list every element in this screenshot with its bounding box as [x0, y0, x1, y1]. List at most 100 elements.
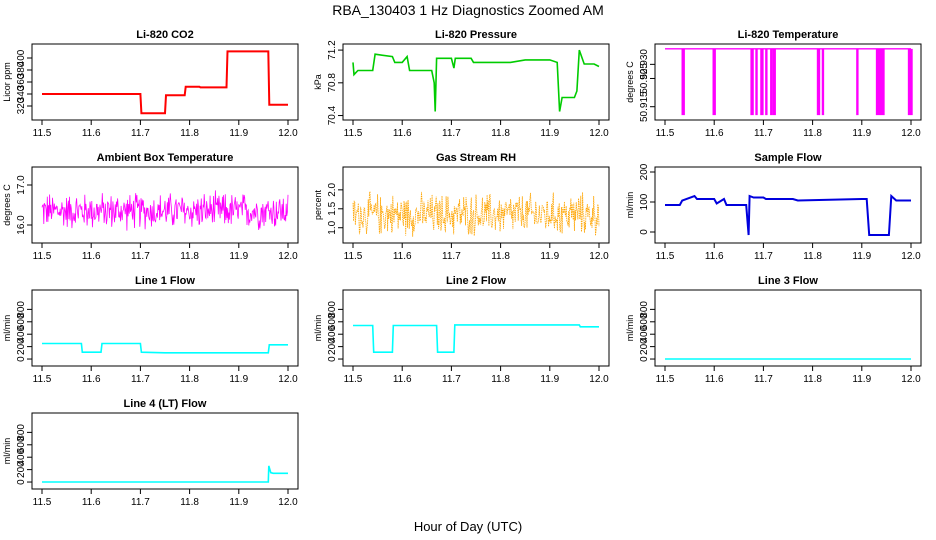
- plot-frame: [654, 43, 922, 121]
- figure-xlabel: Hour of Day (UTC): [414, 519, 522, 534]
- y-tick-label: 800: [16, 301, 27, 318]
- series-line: [42, 465, 288, 483]
- x-tick-label: 11.9: [852, 374, 871, 385]
- y-tick-label: 380: [16, 61, 27, 78]
- x-tick-label: 11.8: [803, 128, 822, 139]
- y-tick-label: 1.5: [327, 201, 338, 215]
- x-tick-label: 11.6: [82, 128, 101, 139]
- panel-title: Line 1 Flow: [135, 275, 195, 287]
- panel-ambient: Ambient Box Temperature degrees C 11.5 11.6…: [2, 152, 299, 262]
- x-tick-label: 11.9: [540, 374, 559, 385]
- y-tick-label: 16.0: [16, 215, 27, 235]
- y-tick-label: 600: [639, 313, 650, 330]
- x-tick-label: 11.8: [491, 128, 510, 139]
- y-tick-label: 340: [16, 85, 27, 102]
- x-tick-label: 11.9: [229, 251, 248, 262]
- panel-line2: Line 2 Flow ml/min 11.5 11.6 11.7 11.8 11.9 12.…: [313, 275, 610, 385]
- y-tick-label: 200: [639, 338, 650, 355]
- panel-co2: Li-820 CO2 Licor ppm 11.5 11.6 11.7 11.8 11.9 1…: [2, 29, 299, 139]
- x-tick-label: 11.7: [131, 128, 150, 139]
- x-tick-label: 11.5: [656, 128, 675, 139]
- series-line: [41, 190, 289, 231]
- plot-frame: [31, 289, 299, 367]
- y-tick-label: 200: [327, 338, 338, 355]
- x-tick-label: 11.7: [442, 128, 461, 139]
- x-tick-label: 11.7: [754, 251, 773, 262]
- plot-frame: [342, 166, 610, 244]
- y-tick-label: 50.915: [639, 91, 650, 122]
- x-tick-label: 11.9: [229, 128, 248, 139]
- y-axis-label: ml/min: [625, 192, 635, 219]
- x-tick-label: 11.5: [33, 251, 52, 262]
- y-axis-label: ml/min: [625, 315, 635, 342]
- series-line: [42, 342, 288, 354]
- x-tick-label: 11.8: [180, 374, 199, 385]
- x-tick-label: 11.7: [442, 251, 461, 262]
- panel-sample: Sample Flow ml/min 11.5 11.6 11.7 11.8 11.9 12.…: [625, 152, 922, 262]
- x-tick-label: 11.9: [852, 251, 871, 262]
- panel-line4: Line 4 (LT) Flow ml/min 11.5 11.6 11.7 11.8 11…: [2, 398, 299, 508]
- y-tick-label: 400: [16, 49, 27, 66]
- y-axis-label: ml/min: [2, 438, 12, 465]
- y-tick-label: 50.930: [639, 49, 650, 80]
- x-tick-label: 12.0: [589, 374, 609, 385]
- x-tick-label: 11.8: [180, 497, 199, 508]
- panel-pressure: Li-820 Pressure kPa 11.5 11.6 11.7 11.8 11.9 12…: [313, 29, 610, 139]
- x-tick-label: 12.0: [901, 128, 921, 139]
- x-tick-label: 11.5: [33, 374, 52, 385]
- x-tick-label: 11.6: [393, 251, 412, 262]
- plot-frame: [654, 166, 922, 244]
- y-tick-label: 320: [16, 97, 27, 114]
- plot-frame: [342, 289, 610, 367]
- x-tick-label: 12.0: [589, 128, 609, 139]
- x-tick-label: 12.0: [589, 251, 609, 262]
- x-tick-label: 11.5: [344, 128, 363, 139]
- y-tick-label: 800: [639, 301, 650, 318]
- panel-title: Gas Stream RH: [436, 152, 516, 164]
- y-tick-label: 360: [16, 73, 27, 90]
- plot-frame: [654, 289, 922, 367]
- x-tick-label: 11.9: [229, 497, 248, 508]
- figure-title: RBA_130403 1 Hz Diagnostics Zoomed AM: [332, 2, 604, 18]
- x-tick-label: 11.8: [491, 251, 510, 262]
- y-tick-label: 600: [16, 436, 27, 453]
- x-tick-label: 11.7: [131, 251, 150, 262]
- y-tick-label: 400: [327, 325, 338, 342]
- y-tick-label: 0: [16, 356, 27, 362]
- x-tick-label: 11.8: [180, 251, 199, 262]
- panel-title: Sample Flow: [754, 152, 822, 164]
- x-tick-label: 11.8: [491, 374, 510, 385]
- y-tick-label: 0: [327, 356, 338, 362]
- x-tick-label: 11.7: [442, 374, 461, 385]
- y-tick-label: 800: [16, 424, 27, 441]
- x-tick-label: 11.9: [852, 128, 871, 139]
- y-tick-label: 0: [639, 229, 650, 235]
- y-tick-label: 70.4: [327, 105, 338, 125]
- y-tick-label: 0: [639, 356, 650, 362]
- x-tick-label: 11.7: [131, 374, 150, 385]
- plot-frame: [342, 43, 610, 121]
- panel-title: Line 3 Flow: [758, 275, 818, 287]
- x-tick-label: 11.8: [180, 128, 199, 139]
- x-tick-label: 11.6: [393, 128, 412, 139]
- x-tick-label: 11.9: [540, 251, 559, 262]
- x-tick-label: 12.0: [901, 251, 921, 262]
- x-tick-label: 11.8: [803, 251, 822, 262]
- x-tick-label: 11.6: [82, 497, 101, 508]
- x-tick-label: 11.5: [344, 251, 363, 262]
- y-tick-label: 400: [16, 325, 27, 342]
- panel-line3: Line 3 Flow ml/min 11.5 11.6 11.7 11.8 11.9 12.…: [625, 275, 922, 385]
- series-line: [352, 191, 600, 237]
- panel-temp: Li-820 Temperature degrees C 11.5 11.6 11.7 1…: [625, 29, 922, 139]
- y-axis-label: ml/min: [2, 315, 12, 342]
- y-axis-label: degrees C: [625, 61, 635, 103]
- y-tick-label: 50.925: [639, 63, 650, 94]
- y-tick-label: 200: [16, 338, 27, 355]
- y-tick-label: 200: [16, 461, 27, 478]
- plot-frame: [31, 412, 299, 490]
- x-tick-label: 11.5: [33, 128, 52, 139]
- x-tick-label: 11.6: [705, 374, 724, 385]
- y-tick-label: 200: [639, 163, 650, 180]
- y-axis-label: kPa: [313, 74, 323, 90]
- panels-group: Li-820 CO2 Licor ppm 11.5 11.6 11.7 11.8 11.9 1…: [2, 29, 922, 508]
